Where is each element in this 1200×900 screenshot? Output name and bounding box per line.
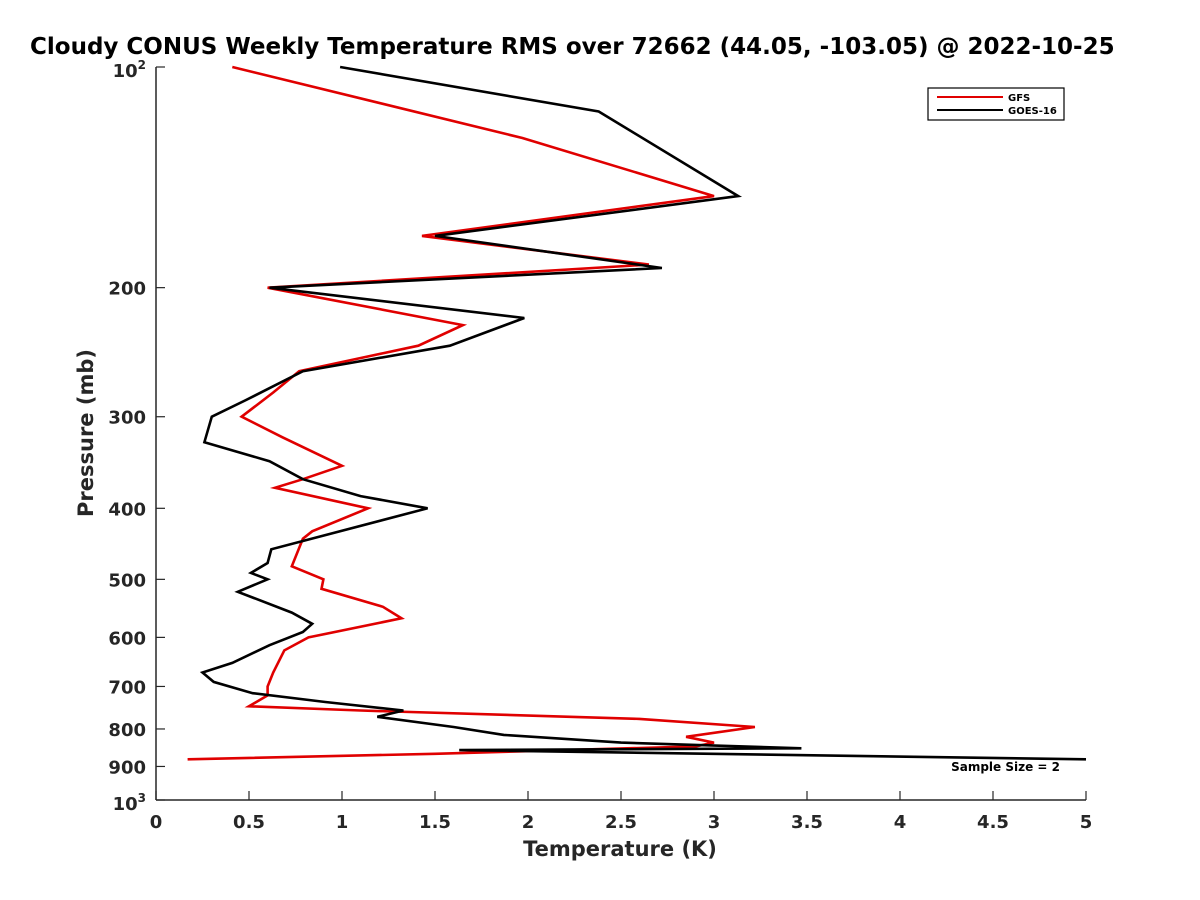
y-tick-label: 300 (108, 408, 146, 429)
y-tick-label: 900 (108, 757, 146, 778)
legend-label-gfs: GFS (1008, 93, 1030, 104)
x-tick-label: 1 (336, 812, 349, 833)
y-top-base: 10 (113, 61, 138, 82)
x-tick-label: 2 (522, 812, 535, 833)
y-axis-label: Pressure (mb) (74, 349, 98, 517)
series-layer (187, 65, 1087, 761)
y-axis-ticks: 200 300 400 500 600 700 800 900 (108, 66, 165, 801)
svg-text:103: 103 (113, 791, 146, 815)
y-tick-top-power: 102 (113, 58, 146, 82)
y-tick-label: 500 (108, 570, 146, 591)
y-tick-label: 600 (108, 628, 146, 649)
x-tick-label: 0 (150, 812, 163, 833)
y-tick-label: 800 (108, 720, 146, 741)
svg-text:102: 102 (113, 58, 146, 82)
x-tick-label: 0.5 (233, 812, 265, 833)
plot-background (156, 67, 1086, 800)
x-axis-ticks: 0 0.5 1 1.5 2 2.5 3 3.5 4 4.5 5 (150, 791, 1093, 833)
x-tick-label: 1.5 (419, 812, 451, 833)
series-line-goes16 (199, 65, 1087, 761)
y-tick-label: 700 (108, 677, 146, 698)
y-tick-bottom-power: 103 (113, 791, 146, 815)
series-line-gfs (187, 65, 756, 761)
y-tick-label: 400 (108, 499, 146, 520)
y-tick-label: 200 (108, 279, 146, 300)
x-tick-label: 2.5 (605, 812, 637, 833)
chart-title: Cloudy CONUS Weekly Temperature RMS over… (30, 34, 1115, 60)
legend-box (927, 87, 1065, 121)
y-bottom-exp: 3 (138, 791, 146, 805)
legend-label-goes16: GOES-16 (1008, 106, 1057, 117)
x-axis-label: Temperature (K) (523, 837, 717, 861)
x-tick-label: 4.5 (977, 812, 1009, 833)
sample-size-annotation: Sample Size = 2 (951, 760, 1060, 774)
y-bottom-base: 10 (113, 794, 138, 815)
plot-area: 0 0.5 1 1.5 2 2.5 3 3.5 4 4.5 5 200 300 400 500 600 700… (108, 65, 1093, 833)
x-tick-label: 4 (894, 812, 907, 833)
x-tick-label: 3 (708, 812, 721, 833)
legend: GFS GOES-16 (927, 87, 1065, 121)
x-tick-label: 3.5 (791, 812, 823, 833)
y-top-exp: 2 (138, 58, 146, 72)
x-tick-label: 5 (1080, 812, 1093, 833)
